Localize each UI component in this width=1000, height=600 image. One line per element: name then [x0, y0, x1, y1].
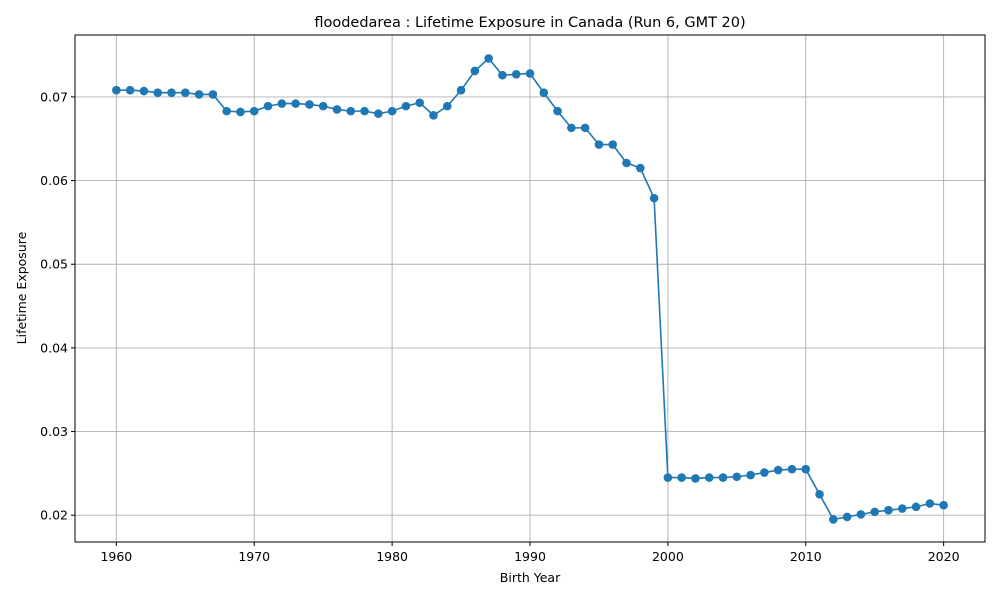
data-point — [305, 100, 314, 109]
axis-ticks: 1960 1970 1980 1990 2000 2010 2020 0.02 0.03 0.04… — [40, 89, 959, 564]
data-point — [498, 70, 507, 80]
data-point — [470, 66, 480, 76]
data-point — [760, 468, 769, 477]
y-tick-label: 0.02 — [40, 508, 68, 523]
x-tick-label: 2000 — [652, 549, 684, 564]
y-tick-label: 0.07 — [40, 89, 68, 104]
data-point — [429, 111, 438, 120]
data-point — [511, 70, 521, 79]
data-point — [553, 106, 562, 116]
data-point — [939, 500, 948, 510]
data-point — [153, 88, 163, 98]
data-point — [401, 101, 411, 111]
data-point — [732, 472, 742, 482]
y-tick-label: 0.03 — [40, 424, 68, 439]
y-tick-label: 0.06 — [40, 173, 68, 188]
x-tick-label: 1970 — [238, 549, 270, 564]
x-tick-label: 2010 — [790, 549, 822, 564]
data-point — [663, 473, 673, 482]
x-tick-label: 1960 — [100, 549, 132, 564]
data-point — [580, 123, 590, 133]
data-point — [594, 140, 604, 149]
chart-title: floodedarea : Lifetime Exposure in Canad… — [314, 15, 745, 31]
data-point — [374, 109, 383, 118]
data-point — [194, 90, 204, 99]
data-point — [222, 106, 231, 116]
data-point — [773, 465, 783, 475]
data-point — [415, 98, 424, 108]
data-point — [704, 473, 714, 482]
data-point — [718, 473, 728, 482]
data-point — [318, 101, 328, 111]
data-point — [263, 101, 273, 111]
x-axis-label: Birth Year — [500, 570, 561, 585]
data-point — [677, 473, 686, 482]
x-tick-label: 1980 — [376, 549, 408, 564]
data-point — [346, 106, 356, 116]
data-point — [456, 85, 466, 95]
data-point — [139, 86, 149, 96]
data-point — [125, 85, 135, 95]
data-point — [525, 69, 535, 78]
data-point — [387, 106, 397, 116]
data-point — [112, 85, 121, 95]
y-tick-label: 0.04 — [40, 340, 68, 355]
data-point — [249, 106, 259, 116]
x-tick-label: 1990 — [514, 549, 546, 564]
data-point — [870, 507, 879, 517]
data-point — [167, 88, 176, 98]
data-point — [442, 101, 452, 111]
data-point — [208, 90, 218, 99]
data-point — [856, 510, 866, 519]
data-point — [787, 464, 797, 474]
y-axis-label: Lifetime Exposure — [14, 231, 29, 344]
data-point — [622, 158, 631, 168]
data-point — [291, 99, 300, 108]
data-point — [691, 474, 700, 483]
data-point — [815, 490, 824, 499]
y-tick-label: 0.05 — [40, 257, 68, 272]
data-point — [484, 54, 493, 63]
data-point — [636, 163, 645, 173]
series-group — [112, 54, 948, 524]
data-point — [925, 499, 935, 508]
data-point — [567, 123, 576, 133]
data-point — [884, 505, 893, 515]
data-point — [539, 88, 549, 98]
data-point — [236, 107, 245, 117]
data-point — [181, 88, 190, 98]
grid-lines — [75, 35, 985, 542]
data-point — [842, 512, 852, 522]
data-point — [829, 515, 838, 524]
data-point — [608, 140, 618, 149]
data-point — [911, 502, 921, 512]
data-point — [332, 105, 342, 114]
data-point — [801, 464, 811, 474]
x-tick-label: 2020 — [928, 549, 960, 564]
data-point — [649, 193, 659, 203]
data-point — [360, 106, 369, 116]
data-point — [746, 470, 755, 480]
data-point — [897, 504, 907, 513]
data-point — [277, 99, 287, 108]
